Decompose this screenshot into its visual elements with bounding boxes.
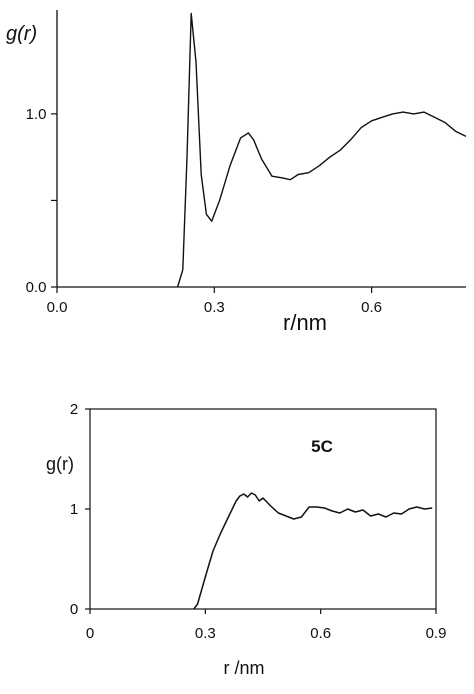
x-tick-label: 0 (86, 625, 94, 642)
x-axis-title: r /nm (223, 658, 264, 678)
x-tick-label: 0.9 (426, 625, 447, 642)
plot-frame (89, 408, 437, 610)
x-tick-label: 0.3 (204, 299, 225, 316)
panel-annotation: 5C (311, 437, 333, 456)
y-axis-title: g(r) (46, 454, 74, 474)
y-tick-label: 1 (70, 501, 78, 518)
chart-bottom-rdf-5c: 0 0.3 0.6 0.9 0 1 2 g(r) r /nm 5C (46, 401, 446, 678)
y-axis-title: g(r) (6, 23, 37, 45)
x-tick-label: 0.3 (195, 625, 216, 642)
x-tick-label: 0.0 (47, 299, 68, 316)
y-tick-label: 2 (70, 401, 78, 418)
x-tick-label: 0.6 (310, 625, 331, 642)
y-tick-label: 1.0 (26, 106, 47, 123)
chart-top-rdf: 0.0 0.3 0.6 0.0 1.0 g(r) r/nm (6, 10, 467, 335)
series-line (176, 12, 467, 288)
y-tick-label: 0.0 (26, 279, 47, 296)
y-tick-label: 0 (70, 601, 78, 618)
x-axis-title: r/nm (283, 310, 327, 335)
x-tick-label: 0.6 (361, 299, 382, 316)
series-line (193, 492, 433, 610)
